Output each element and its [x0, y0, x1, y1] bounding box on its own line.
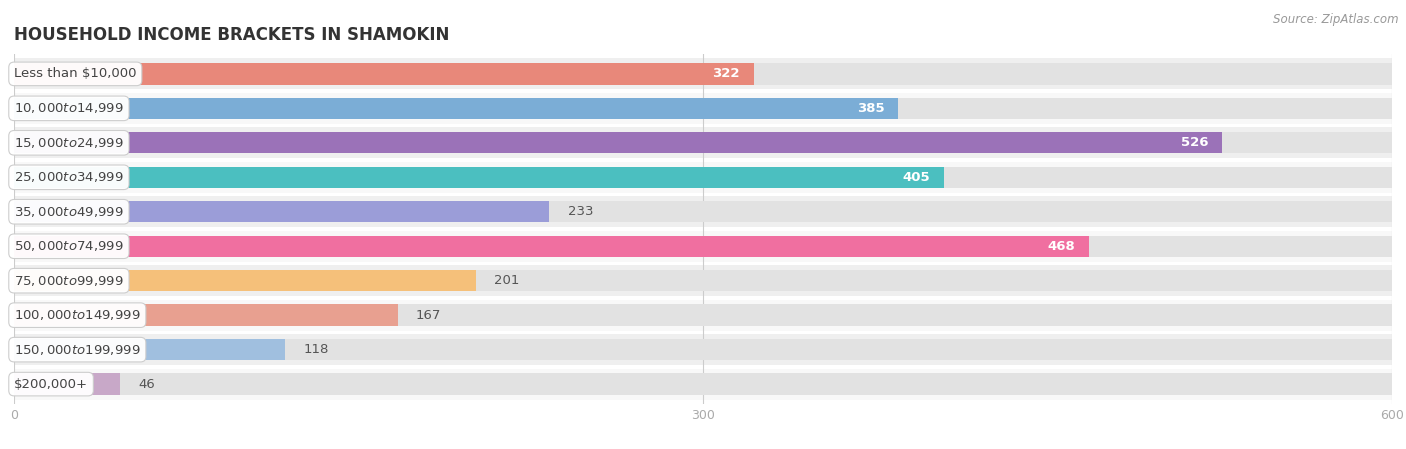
Bar: [14, 231, 1392, 262]
Bar: [14, 128, 1392, 158]
Text: $35,000 to $49,999: $35,000 to $49,999: [14, 205, 124, 219]
Text: 233: 233: [568, 205, 593, 218]
Text: Source: ZipAtlas.com: Source: ZipAtlas.com: [1274, 13, 1399, 26]
Bar: [14, 304, 1392, 326]
Text: $50,000 to $74,999: $50,000 to $74,999: [14, 239, 124, 253]
Bar: [14, 58, 1392, 89]
Bar: [14, 98, 1392, 119]
Bar: [14, 201, 1392, 222]
Text: Less than $10,000: Less than $10,000: [14, 67, 136, 80]
Text: $200,000+: $200,000+: [14, 378, 89, 391]
Bar: [14, 132, 1222, 154]
Bar: [14, 162, 1392, 193]
Bar: [14, 374, 120, 395]
Bar: [14, 265, 1392, 296]
Bar: [14, 167, 1392, 188]
Text: $150,000 to $199,999: $150,000 to $199,999: [14, 343, 141, 357]
Text: 385: 385: [856, 102, 884, 115]
Text: $10,000 to $14,999: $10,000 to $14,999: [14, 101, 124, 115]
Text: 118: 118: [304, 343, 329, 356]
Bar: [14, 339, 1392, 360]
Text: $100,000 to $149,999: $100,000 to $149,999: [14, 308, 141, 322]
Bar: [14, 201, 550, 222]
Bar: [14, 304, 398, 326]
Text: 526: 526: [1181, 136, 1208, 150]
Text: $75,000 to $99,999: $75,000 to $99,999: [14, 274, 124, 288]
Bar: [14, 236, 1392, 257]
Bar: [14, 98, 898, 119]
Text: 46: 46: [138, 378, 155, 391]
Text: 322: 322: [713, 67, 740, 80]
Bar: [14, 63, 1392, 84]
Bar: [14, 167, 945, 188]
Text: 167: 167: [416, 308, 441, 321]
Bar: [14, 93, 1392, 124]
Text: 468: 468: [1047, 240, 1076, 253]
Text: 201: 201: [494, 274, 519, 287]
Text: $15,000 to $24,999: $15,000 to $24,999: [14, 136, 124, 150]
Bar: [14, 339, 285, 360]
Bar: [14, 270, 475, 291]
Bar: [14, 270, 1392, 291]
Text: HOUSEHOLD INCOME BRACKETS IN SHAMOKIN: HOUSEHOLD INCOME BRACKETS IN SHAMOKIN: [14, 26, 450, 44]
Bar: [14, 132, 1392, 154]
Bar: [14, 369, 1392, 400]
Bar: [14, 236, 1088, 257]
Bar: [14, 196, 1392, 227]
Bar: [14, 374, 1392, 395]
Text: 405: 405: [903, 171, 931, 184]
Bar: [14, 299, 1392, 330]
Bar: [14, 334, 1392, 365]
Bar: [14, 63, 754, 84]
Text: $25,000 to $34,999: $25,000 to $34,999: [14, 170, 124, 184]
